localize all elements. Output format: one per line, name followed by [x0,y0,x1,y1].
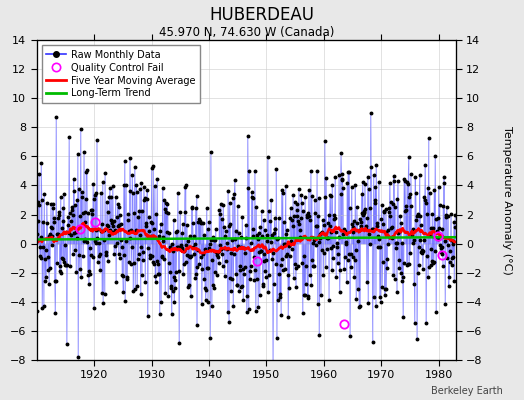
Legend: Raw Monthly Data, Quality Control Fail, Five Year Moving Average, Long-Term Tren: Raw Monthly Data, Quality Control Fail, … [41,45,200,103]
Y-axis label: Temperature Anomaly (°C): Temperature Anomaly (°C) [502,126,512,274]
Text: HUBERDEAU: HUBERDEAU [210,6,314,24]
Title: 45.970 N, 74.630 W (Canada): 45.970 N, 74.630 W (Canada) [159,26,334,39]
Text: Berkeley Earth: Berkeley Earth [431,386,503,396]
